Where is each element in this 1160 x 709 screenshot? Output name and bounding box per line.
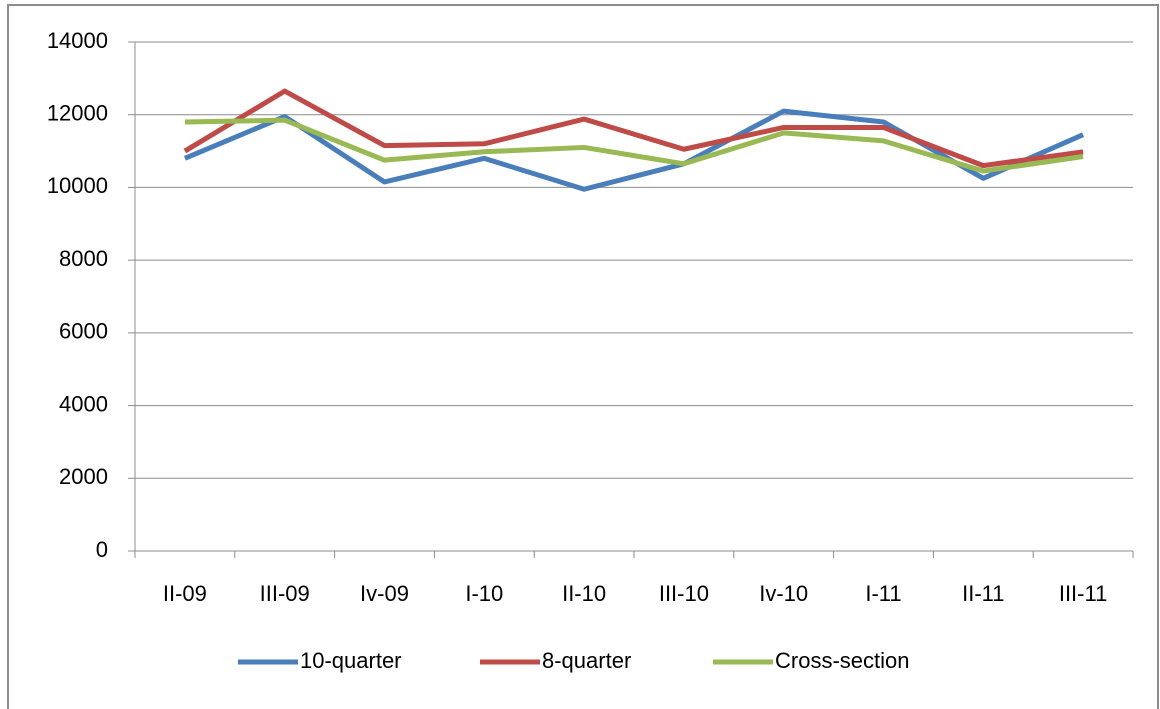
x-tick-label: Iv-10 [759, 581, 808, 606]
series-line [184, 117, 1084, 174]
x-tick-label: III-10 [659, 581, 709, 606]
x-tick-label: I-10 [465, 581, 503, 606]
y-tick-label: 6000 [59, 319, 108, 344]
x-tick-label: I-11 [865, 581, 901, 606]
series-line [183, 88, 1084, 169]
x-tick-label: Iv-09 [360, 581, 409, 606]
series-line [183, 108, 1085, 192]
y-tick-label: 0 [96, 537, 108, 562]
y-tick-label: 14000 [47, 28, 108, 53]
x-tick-label: III-09 [260, 581, 310, 606]
y-tick-label: 2000 [59, 464, 108, 489]
x-tick-label: III-11 [1059, 581, 1108, 606]
legend-label: 8-quarter [542, 648, 631, 673]
legend-label: 10-quarter [300, 648, 402, 673]
x-tick-label: II-09 [163, 581, 207, 606]
x-tick-label: II-11 [962, 581, 1004, 606]
y-tick-label: 12000 [47, 101, 108, 126]
x-tick-label: II-10 [562, 581, 606, 606]
y-tick-label: 8000 [59, 246, 108, 271]
y-tick-label: 4000 [59, 391, 108, 416]
legend-label: Cross-section [775, 648, 909, 673]
y-tick-label: 10000 [47, 173, 108, 198]
